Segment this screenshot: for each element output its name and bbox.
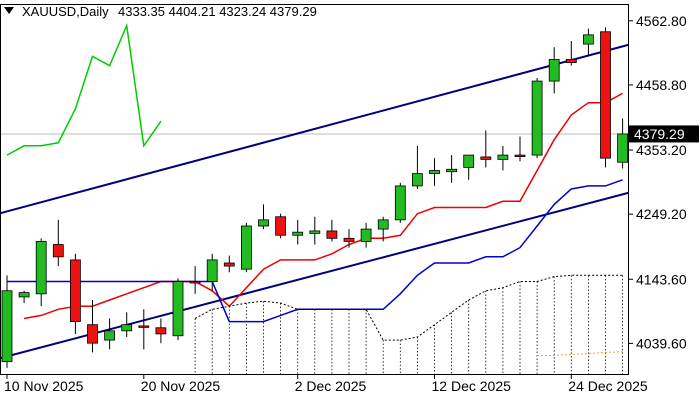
- y-tick-label: 4458.80: [636, 77, 687, 93]
- indicator-series-2: [7, 179, 623, 323]
- price-axis: 4562.80 4458.80 4353.20 4249.20 4143.60 4039.…: [0, 4, 699, 394]
- x-tick-label: 12 Dec 2025: [432, 378, 512, 394]
- chart-header: XAUUSD,Daily 4333.35 4404.21 4323.24 437…: [4, 4, 317, 19]
- trendline-1: [1, 43, 628, 215]
- plot-frame: [0, 4, 629, 375]
- current-price-label: 4379.29: [634, 126, 685, 142]
- x-tick-label: 10 Nov 2025: [4, 378, 84, 394]
- candle-body[interactable]: [497, 154, 509, 160]
- candle-body[interactable]: [600, 31, 611, 159]
- y-tick-label: 4353.20: [636, 142, 687, 158]
- candle-body[interactable]: [292, 231, 304, 236]
- candle-body[interactable]: [52, 244, 64, 258]
- y-tick-label: 4143.60: [636, 271, 687, 287]
- x-tick-label: 24 Dec 2025: [568, 378, 648, 394]
- candle-body[interactable]: [411, 173, 423, 187]
- candle-body[interactable]: [223, 262, 235, 267]
- candle-body[interactable]: [18, 292, 30, 298]
- candle-body[interactable]: [309, 230, 321, 234]
- candle-body[interactable]: [514, 154, 526, 157]
- y-tick-label: 4039.60: [636, 335, 687, 351]
- candle-body[interactable]: [155, 327, 167, 335]
- candle-body[interactable]: [104, 330, 115, 341]
- candle-body[interactable]: [240, 225, 252, 270]
- candle-body[interactable]: [206, 259, 218, 282]
- candle-body[interactable]: [429, 170, 440, 174]
- candle-body[interactable]: [189, 281, 201, 284]
- candle-body[interactable]: [343, 237, 355, 242]
- candle-body[interactable]: [360, 228, 372, 242]
- candle-body[interactable]: [70, 259, 81, 322]
- candle-body[interactable]: [377, 219, 389, 230]
- candle-body[interactable]: [275, 216, 287, 236]
- current-price-box: [629, 125, 699, 143]
- candle-body[interactable]: [87, 324, 98, 344]
- candle-body[interactable]: [326, 230, 338, 239]
- plot-area: [1, 22, 628, 374]
- candle-body[interactable]: [121, 324, 133, 332]
- candle-body[interactable]: [446, 168, 458, 173]
- candle-body[interactable]: [258, 219, 269, 227]
- symbol-label: XAUUSD,Daily: [22, 4, 109, 19]
- candle-body[interactable]: [617, 133, 628, 163]
- candle-body[interactable]: [583, 34, 594, 45]
- indicator-series-1: [23, 92, 623, 320]
- indicator-series-4: [194, 274, 623, 341]
- dropdown-triangle-icon[interactable]: [4, 7, 14, 14]
- candle-body[interactable]: [480, 156, 492, 160]
- trendline-2: [1, 191, 628, 359]
- candle-body[interactable]: [138, 325, 150, 328]
- candle-body[interactable]: [1, 290, 13, 363]
- candle-body[interactable]: [394, 185, 406, 221]
- ohlc-values: 4333.35 4404.21 4323.24 4379.29: [118, 4, 317, 19]
- y-tick-label: 4562.80: [636, 13, 687, 29]
- candle-body[interactable]: [172, 281, 184, 337]
- candle-body[interactable]: [35, 241, 47, 295]
- indicator-series-5: [537, 351, 623, 356]
- candle-body[interactable]: [548, 59, 560, 82]
- candle-body[interactable]: [531, 80, 543, 156]
- y-tick-label: 4249.20: [636, 206, 687, 222]
- x-tick-label: 20 Nov 2025: [141, 378, 221, 394]
- x-tick-label: 2 Dec 2025: [295, 378, 367, 394]
- candle-body[interactable]: [463, 154, 475, 168]
- indicator-series-3: [6, 22, 162, 156]
- candle-body[interactable]: [565, 59, 577, 63]
